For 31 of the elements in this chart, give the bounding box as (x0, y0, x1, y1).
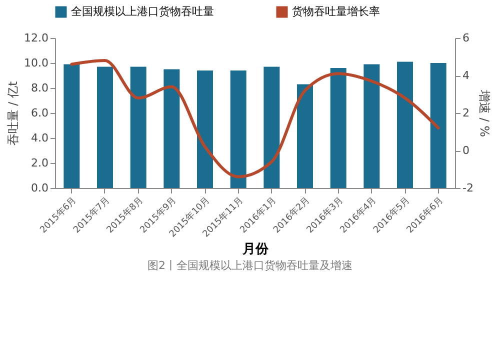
y2-tick-label: 6 (462, 32, 470, 44)
bar (97, 66, 113, 188)
bar (230, 70, 246, 188)
bar (130, 66, 146, 188)
y2-tick-label: 0 (462, 144, 470, 157)
y-tick-label: 10.0 (24, 56, 48, 70)
bar (397, 62, 413, 188)
bar (364, 64, 380, 188)
x-axis-title: 月份 (242, 242, 270, 257)
bar (330, 68, 346, 188)
y-tick-label: 8.0 (31, 82, 48, 94)
line-series (70, 59, 440, 178)
bar (264, 66, 280, 188)
y-axis-title: 吞吐量 / 亿t (6, 81, 20, 146)
bar (297, 84, 313, 188)
y-tick-label: 0.0 (31, 182, 48, 194)
y2-axis-title: 增速 / % (477, 88, 492, 138)
legend-label: 货物吞吐量增长率 (292, 5, 380, 18)
y-tick-label: 2.0 (31, 156, 48, 170)
legend-label: 全国规模以上港口货物吞吐量 (71, 5, 214, 18)
bar (164, 69, 180, 188)
y2-tick-label: 2 (462, 106, 470, 120)
y2-tick-label: 4 (462, 69, 470, 82)
y-tick-label: 12.0 (24, 32, 48, 44)
y-tick-label: 4.0 (31, 132, 48, 144)
bar (430, 63, 446, 188)
bar (64, 64, 80, 188)
caption: 图2丨全国规模以上港口货物吞吐量及增速 (146, 258, 354, 273)
y2-tick-label: -2 (462, 182, 474, 194)
y-tick-label: 6.0 (31, 106, 48, 120)
bar (197, 70, 213, 188)
